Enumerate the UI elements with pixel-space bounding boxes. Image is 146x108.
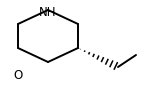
Text: O: O <box>13 69 23 82</box>
Text: NH: NH <box>39 6 57 19</box>
